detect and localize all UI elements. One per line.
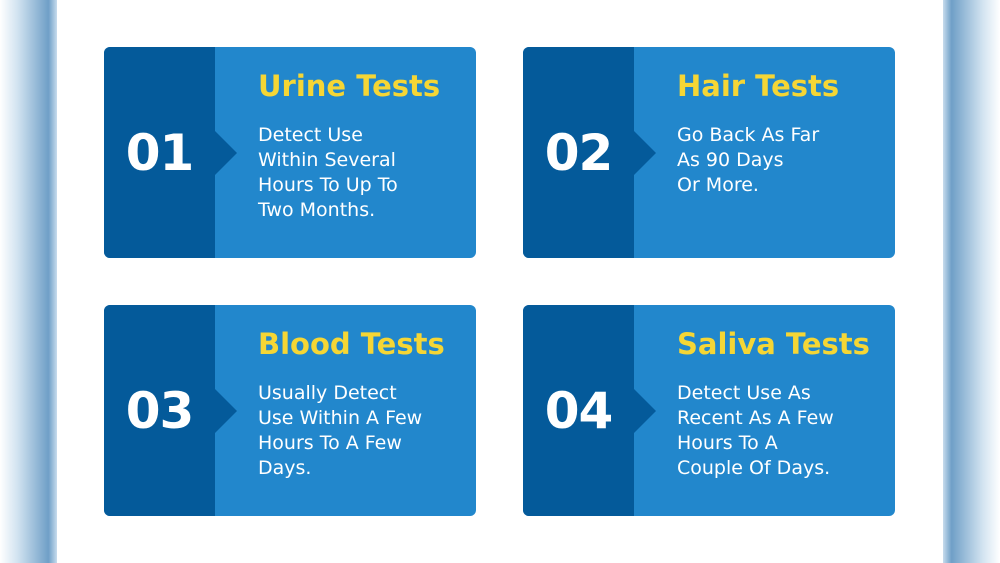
desc-line: Use Within A Few xyxy=(258,407,423,429)
infographic: 01 Urine Tests Detect Use Within Several… xyxy=(57,0,943,563)
desc-line: Go Back As Far xyxy=(677,124,820,146)
card-description: Usually Detect Use Within A Few Hours To… xyxy=(258,381,458,481)
card-title: Blood Tests xyxy=(258,327,445,361)
desc-line: As 90 Days xyxy=(677,149,784,171)
card-number-panel: 02 xyxy=(523,47,656,258)
right-blur-border xyxy=(943,0,1000,563)
desc-line: Detect Use xyxy=(258,124,363,146)
card-number-panel: 03 xyxy=(104,305,237,516)
card-description: Detect Use Within Several Hours To Up To… xyxy=(258,123,458,223)
card-hair-tests: 02 Hair Tests Go Back As Far As 90 Days … xyxy=(523,47,895,258)
card-number: 04 xyxy=(544,381,614,440)
card-title: Hair Tests xyxy=(677,69,840,103)
desc-line: Hours To A xyxy=(677,432,778,454)
left-blur-border xyxy=(0,0,57,563)
desc-line: Recent As A Few xyxy=(677,407,834,429)
desc-line: Usually Detect xyxy=(258,382,397,404)
card-title: Saliva Tests xyxy=(677,327,870,361)
desc-line: Hours To A Few xyxy=(258,432,402,454)
desc-line: Within Several xyxy=(258,149,396,171)
card-blood-tests: 03 Blood Tests Usually Detect Use Within… xyxy=(104,305,476,516)
desc-line: Hours To Up To xyxy=(258,174,398,196)
card-urine-tests: 01 Urine Tests Detect Use Within Several… xyxy=(104,47,476,258)
card-number-panel: 01 xyxy=(104,47,237,258)
desc-line: Two Months. xyxy=(258,199,376,221)
card-number: 02 xyxy=(544,123,614,182)
desc-line: Couple Of Days. xyxy=(677,457,831,479)
card-title: Urine Tests xyxy=(258,69,441,103)
desc-line: Detect Use As xyxy=(677,382,811,404)
card-number: 03 xyxy=(125,381,195,440)
card-number: 01 xyxy=(125,123,195,182)
card-description: Detect Use As Recent As A Few Hours To A… xyxy=(677,381,877,481)
card-saliva-tests: 04 Saliva Tests Detect Use As Recent As … xyxy=(523,305,895,516)
card-description: Go Back As Far As 90 Days Or More. xyxy=(677,123,877,198)
card-number-panel: 04 xyxy=(523,305,656,516)
desc-line: Or More. xyxy=(677,174,759,196)
desc-line: Days. xyxy=(258,457,312,479)
